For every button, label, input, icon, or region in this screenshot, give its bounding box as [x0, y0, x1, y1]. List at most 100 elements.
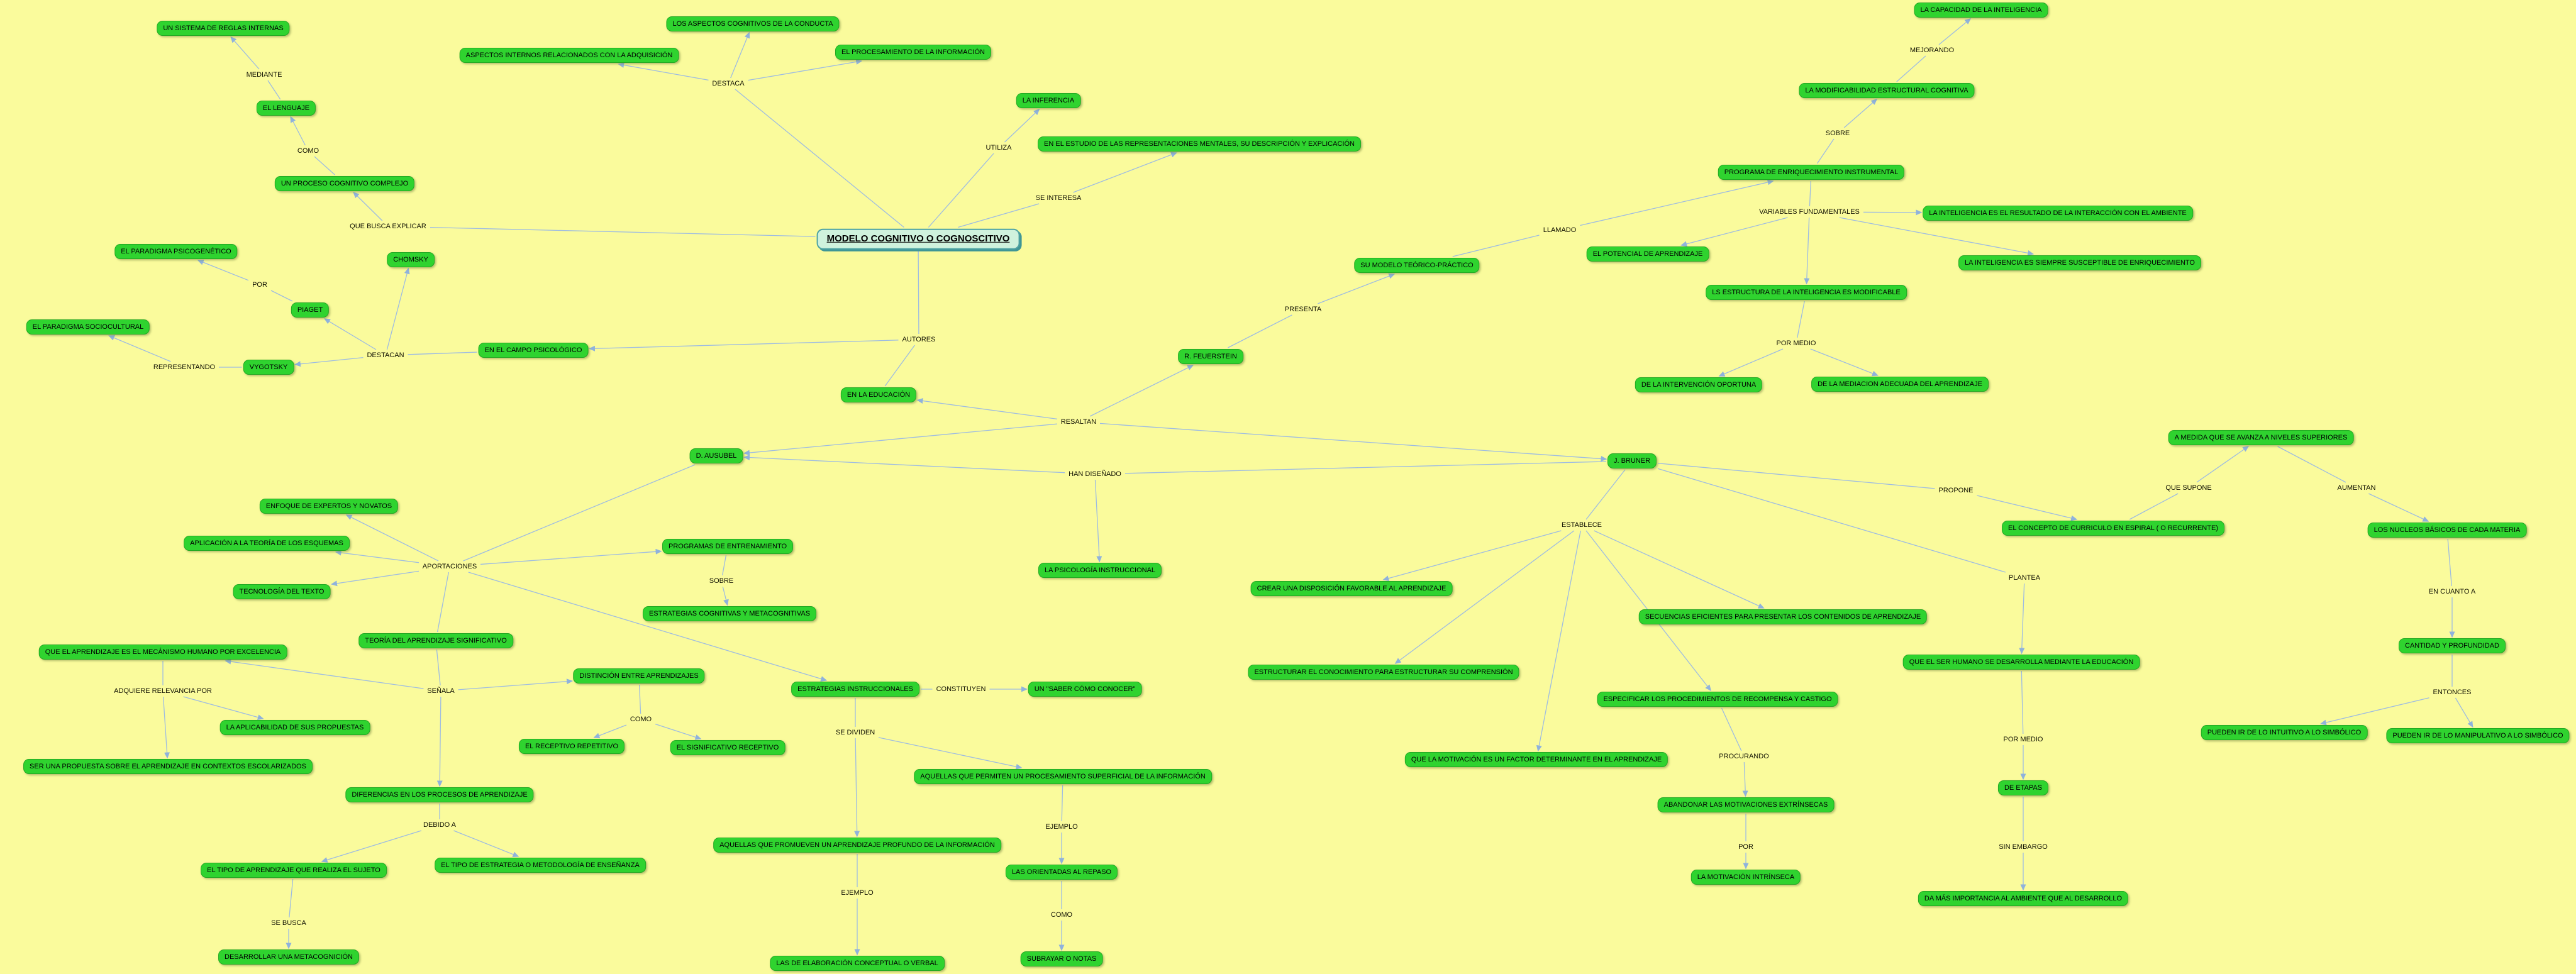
concept-node-estructura_modif[interactable]: LS ESTRUCTURA DE LA INTELIGENCIA ES MODI…: [1706, 284, 1907, 301]
connector-line: [331, 570, 419, 587]
connector-line: [335, 550, 419, 563]
concept-node-sistema[interactable]: UN SISTEMA DE REGLAS INTERNAS: [157, 20, 290, 36]
connector-line: [854, 738, 860, 838]
concept-node-especificar[interactable]: ESPECIFICAR LOS PROCEDIMIENTOS DE RECOMP…: [1597, 691, 1838, 707]
connector-line: [1718, 348, 1784, 377]
concept-node-intrinseca[interactable]: LA MOTIVACIÓN INTRÍNSECA: [1690, 869, 1801, 885]
concept-node-psicologia[interactable]: LA PSICOLOGÍA INSTRUCCIONAL: [1038, 562, 1162, 578]
concept-node-psicogenetico[interactable]: EL PARADIGMA PSICOGENÉTICO: [114, 243, 238, 260]
concept-node-subrayar[interactable]: SUBRAYAR O NOTAS: [1020, 951, 1103, 967]
concept-node-inferencia[interactable]: LA INFERENCIA: [1016, 92, 1081, 109]
linking-phrase-destaca: DESTACA: [712, 80, 745, 87]
concept-node-piaget[interactable]: PIAGET: [291, 302, 330, 318]
concept-node-metacognicion[interactable]: DESARROLLAR UNA METACOGNICIÓN: [218, 949, 359, 965]
concept-node-procesamiento[interactable]: EL PROCESAMIENTO DE LA INFORMACIÓN: [835, 44, 991, 60]
connector-line: [289, 878, 294, 918]
concept-node-teoria_sig[interactable]: TEORÍA DEL APRENDIZAJE SIGNIFICATIVO: [358, 633, 513, 649]
concept-node-intel_resultado[interactable]: LA INTELIGENCIA ES EL RESULTADO DE LA IN…: [1923, 205, 2193, 221]
concept-node-intuitivo[interactable]: PUEDEN IR DE LO INTUITIVO A LO SIMBÓLICO: [2201, 724, 2368, 741]
concept-node-superficial[interactable]: AQUELLAS QUE PERMITEN UN PROCESAMIENTO S…: [914, 768, 1212, 785]
concept-node-amedida[interactable]: A MEDIDA QUE SE AVANZA A NIVELES SUPERIO…: [2168, 429, 2354, 446]
concept-node-repaso[interactable]: LAS ORIENTADAS AL REPASO: [1005, 864, 1118, 880]
concept-node-secuencias[interactable]: SECUENCIAS EFICIENTES PARA PRESENTAR LOS…: [1638, 609, 1928, 625]
concept-node-motivacion_factor[interactable]: QUE LA MOTIVACIÓN ES UN FACTOR DETERMINA…: [1404, 751, 1668, 768]
concept-node-bruner[interactable]: J. BRUNER: [1607, 453, 1657, 469]
concept-node-feuerstein[interactable]: R. FEUERSTEIN: [1178, 348, 1243, 365]
concept-node-educacion[interactable]: EN LA EDUCACIÓN: [840, 387, 917, 403]
connector-line: [408, 351, 477, 355]
connector-line: [197, 259, 249, 281]
concept-node-etapas[interactable]: DE ETAPAS: [1997, 780, 2049, 796]
concept-node-vygotsky[interactable]: VYGOTSKY: [243, 359, 294, 375]
concept-node-aplicabilidad[interactable]: LA APLICABILIDAD DE SUS PROPUESTAS: [219, 719, 370, 736]
concept-node-enfoque[interactable]: ENFOQUE DE EXPERTOS Y NOVATOS: [259, 498, 399, 514]
connector-line: [436, 572, 449, 633]
concept-node-nucleos[interactable]: LOS NUCLEOS BÁSICOS DE CADA MATERIA: [2367, 522, 2527, 538]
concept-node-prog_entren[interactable]: PROGRAMAS DE ENTRENAMIENTO: [662, 538, 794, 555]
concept-node-tecnologia[interactable]: TECNOLOGÍA DEL TEXTO: [233, 584, 331, 600]
concept-node-crear[interactable]: CREAR UNA DISPOSICIÓN FAVORABLE AL APREN…: [1250, 580, 1453, 597]
concept-node-aspectos_conducta[interactable]: LOS ASPECTOS COGNITIVOS DE LA CONDUCTA: [666, 16, 840, 32]
concept-node-diferencias[interactable]: DIFERENCIAS EN LOS PROCESOS DE APRENDIZA…: [345, 787, 534, 803]
concept-node-intel_siempre[interactable]: LA INTELIGENCIA ES SIEMPRE SUSCEPTIBLE D…: [1958, 255, 2201, 271]
concept-node-curriculo[interactable]: EL CONCEPTO DE CURRICULO EN ESPIRAL ( O …: [2002, 520, 2224, 536]
concept-node-serhumano[interactable]: QUE EL SER HUMANO SE DESARROLLA MEDIANTE…: [1902, 654, 2140, 670]
connector-line: [290, 116, 306, 146]
concept-node-modelo_teorico[interactable]: SU MODELO TEÓRICO-PRÁCTICO: [1354, 257, 1480, 274]
linking-phrase-ejemplo1: EJEMPLO: [1045, 823, 1078, 831]
linking-phrase-resaltan: RESALTAN: [1060, 418, 1097, 426]
concept-node-estrategias_instr[interactable]: ESTRATEGIAS INSTRUCCIONALES: [791, 681, 919, 697]
concept-node-elaboracion[interactable]: LAS DE ELABORACIÓN CONCEPTUAL O VERBAL: [770, 955, 945, 971]
concept-node-aspectos_internos[interactable]: ASPECTOS INTERNOS RELACIONADOS CON LA AD…: [459, 47, 679, 64]
concept-node-programa_enriq[interactable]: PROGRAMA DE ENRIQUECIMIENTO INSTRUMENTAL: [1718, 164, 1905, 180]
concept-node-manipulativo[interactable]: PUEDEN IR DE LO MANIPULATIVO A LO SIMBÓL…: [2386, 728, 2570, 744]
connector-line: [918, 250, 919, 335]
linking-phrase-quebusca: QUE BUSCA EXPLICAR: [350, 223, 426, 230]
connector-line: [2196, 446, 2250, 483]
connector-line: [2447, 538, 2452, 587]
concept-node-ser_propuesta[interactable]: SER UNA PROPUESTA SOBRE EL APRENDIZAJE E…: [23, 758, 313, 775]
concept-node-sociocultural[interactable]: EL PARADIGMA SOCIOCULTURAL: [26, 319, 150, 335]
concept-node-saber[interactable]: UN "SABER CÓMO CONOCER": [1028, 681, 1142, 697]
connector-line: [722, 586, 729, 606]
concept-node-significativo[interactable]: EL SIGNIFICATIVO RECEPTIVO: [670, 739, 786, 756]
concept-node-mediacion[interactable]: DE LA MEDIACION ADECUADA DEL APRENDIZAJE: [1811, 376, 1989, 392]
linking-phrase-pormedio1: POR MEDIO: [1776, 340, 1816, 347]
linking-phrase-plantea: PLANTEA: [2008, 574, 2041, 582]
connector-line: [162, 696, 170, 759]
concept-node-tipo_aprendizaje[interactable]: EL TIPO DE APRENDIZAJE QUE REALIZA EL SU…: [201, 862, 387, 878]
concept-node-que_aprendizaje[interactable]: QUE EL APRENDIZAJE ES EL MECÁNISMO HUMAN…: [38, 644, 287, 660]
root-concept-node[interactable]: MODELO COGNITIVO O COGNOSCITIVO: [816, 228, 1020, 250]
concept-node-estrategias_cog[interactable]: ESTRATEGIAS COGNITIVAS Y METACOGNITIVAS: [642, 606, 817, 622]
concept-node-chomsky[interactable]: CHOMSKY: [387, 252, 435, 268]
concept-node-ausubel[interactable]: D. AUSUBEL: [689, 448, 743, 464]
concept-node-modificabilidad[interactable]: LA MODIFICABILIDAD ESTRUCTURAL COGNITIVA: [1799, 82, 1975, 99]
concept-node-potencial[interactable]: EL POTENCIAL DE APRENDIZAJE: [1586, 246, 1709, 262]
concept-node-campo[interactable]: EN EL CAMPO PSICOLÓGICO: [478, 342, 589, 358]
connector-line: [1721, 707, 1742, 751]
connector-line: [2277, 446, 2346, 483]
concept-node-estudio[interactable]: EN EL ESTUDIO DE LAS REPRESENTACIONES ME…: [1038, 136, 1361, 152]
concept-node-abandonar[interactable]: ABANDONAR LAS MOTIVACIONES EXTRÍNSECAS: [1657, 797, 1835, 813]
concept-node-lenguaje[interactable]: EL LENGUAJE: [256, 100, 316, 116]
connector-line: [1680, 217, 1788, 247]
concept-node-proceso[interactable]: UN PROCESO COGNITIVO COMPLEJO: [274, 175, 415, 192]
linking-phrase-pormedio2: POR MEDIO: [2003, 736, 2043, 743]
connector-line: [1816, 138, 1835, 164]
linking-phrase-como1: COMO: [297, 147, 319, 155]
concept-node-intervencion[interactable]: DE LA INTERVENCIÓN OPORTUNA: [1635, 377, 1763, 393]
concept-node-estructurar[interactable]: ESTRUCTURAR EL CONOCIMIENTO PARA ESTRUCT…: [1248, 664, 1519, 680]
linking-phrase-establece: ESTABLECE: [1562, 521, 1602, 529]
linking-phrase-procurando: PROCURANDO: [1719, 753, 1769, 760]
concept-node-profundo[interactable]: AQUELLAS QUE PROMUEVEN UN APRENDIZAJE PR…: [713, 837, 1001, 853]
connector-line: [463, 464, 696, 562]
concept-node-capacidad[interactable]: LA CAPACIDAD DE LA INTELIGENCIA: [1914, 2, 2048, 18]
concept-node-aplicacion[interactable]: APLICACIÓN A LA TEORÍA DE LOS ESQUEMAS: [184, 535, 350, 551]
concept-node-distincion[interactable]: DISTINCIÓN ENTRE APRENDIZAJES: [573, 668, 705, 684]
concept-node-cantidad[interactable]: CANTIDAD Y PROFUNDIDAD: [2399, 638, 2506, 654]
linking-phrase-destacan: DESTACAN: [367, 351, 404, 359]
concept-node-damas[interactable]: DA MÁS IMPORTANCIA AL AMBIENTE QUE AL DE…: [1918, 890, 2129, 907]
connector-line: [436, 649, 441, 686]
concept-node-receptivo[interactable]: EL RECEPTIVO REPETITIVO: [518, 738, 625, 755]
concept-node-tipo_estrategia[interactable]: EL TIPO DE ESTRATEGIA O METODOLOGÍA DE E…: [435, 857, 646, 873]
